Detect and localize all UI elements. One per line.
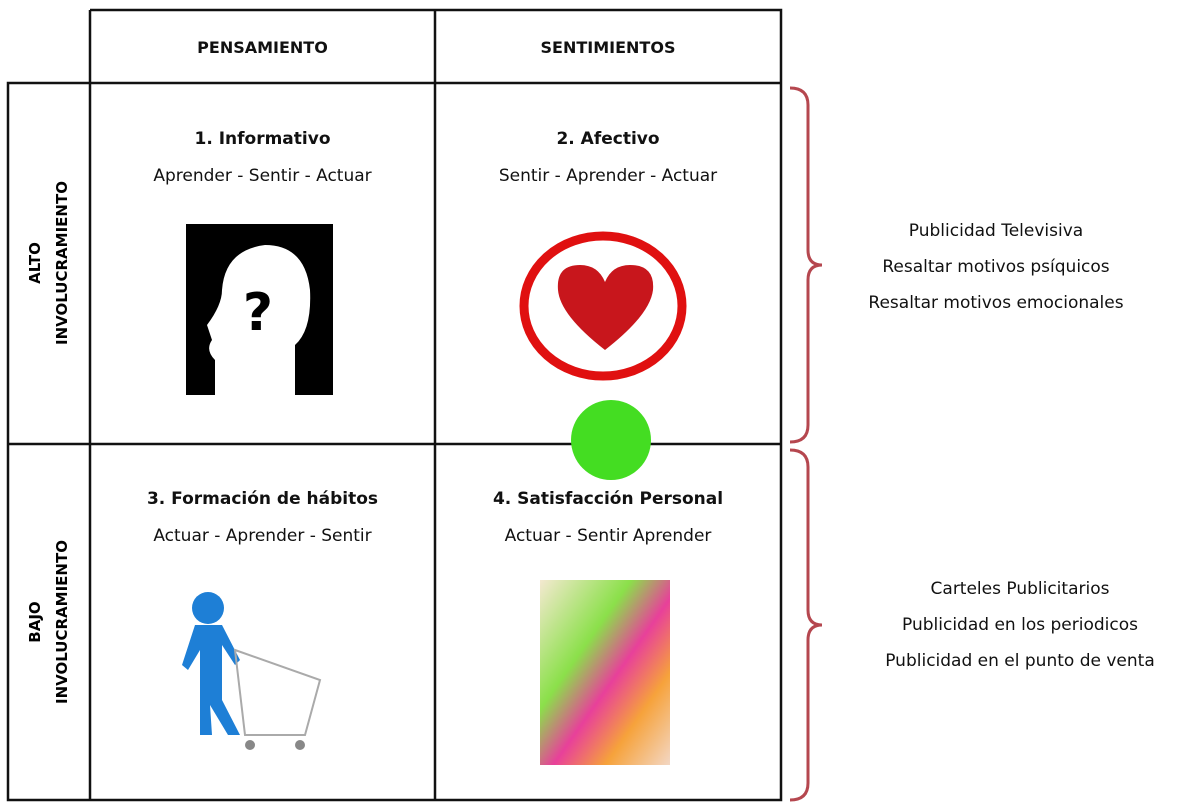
note: Carteles Publicitarios (930, 579, 1110, 599)
note: Publicidad Televisiva (908, 221, 1084, 241)
cell-title: 1. Informativo (194, 129, 331, 149)
note: Resaltar motivos emocionales (868, 293, 1124, 313)
note: Publicidad en el punto de venta (885, 651, 1155, 671)
cell-subtitle: Sentir - Aprender - Actuar (498, 166, 718, 186)
cell-subtitle: Actuar - Aprender - Sentir (153, 526, 372, 546)
cell-title: 3. Formación de hábitos (146, 489, 379, 509)
row-label-line: ALTO (26, 242, 44, 284)
row-label-line: BAJO (26, 601, 44, 643)
cell-subtitle: Actuar - Sentir Aprender (504, 526, 712, 546)
row-label: BAJO INVOLUCRAMIENTO (22, 472, 76, 772)
svg-text:?: ? (243, 283, 273, 343)
note: Resaltar motivos psíquicos (882, 257, 1110, 277)
cell-title: 2. Afectivo (556, 129, 660, 149)
column-header: PENSAMIENTO (197, 38, 328, 57)
row-label: ALTO INVOLUCRAMIENTO (22, 113, 76, 413)
column-header: SENTIMIENTOS (540, 38, 676, 57)
row-label-line: INVOLUCRAMIENTO (53, 181, 71, 345)
row-label-line: INVOLUCRAMIENTO (53, 540, 71, 704)
cell-subtitle: Aprender - Sentir - Actuar (153, 166, 372, 186)
note: Publicidad en los periodicos (902, 615, 1138, 635)
cell-title: 4. Satisfacción Personal (492, 489, 724, 509)
